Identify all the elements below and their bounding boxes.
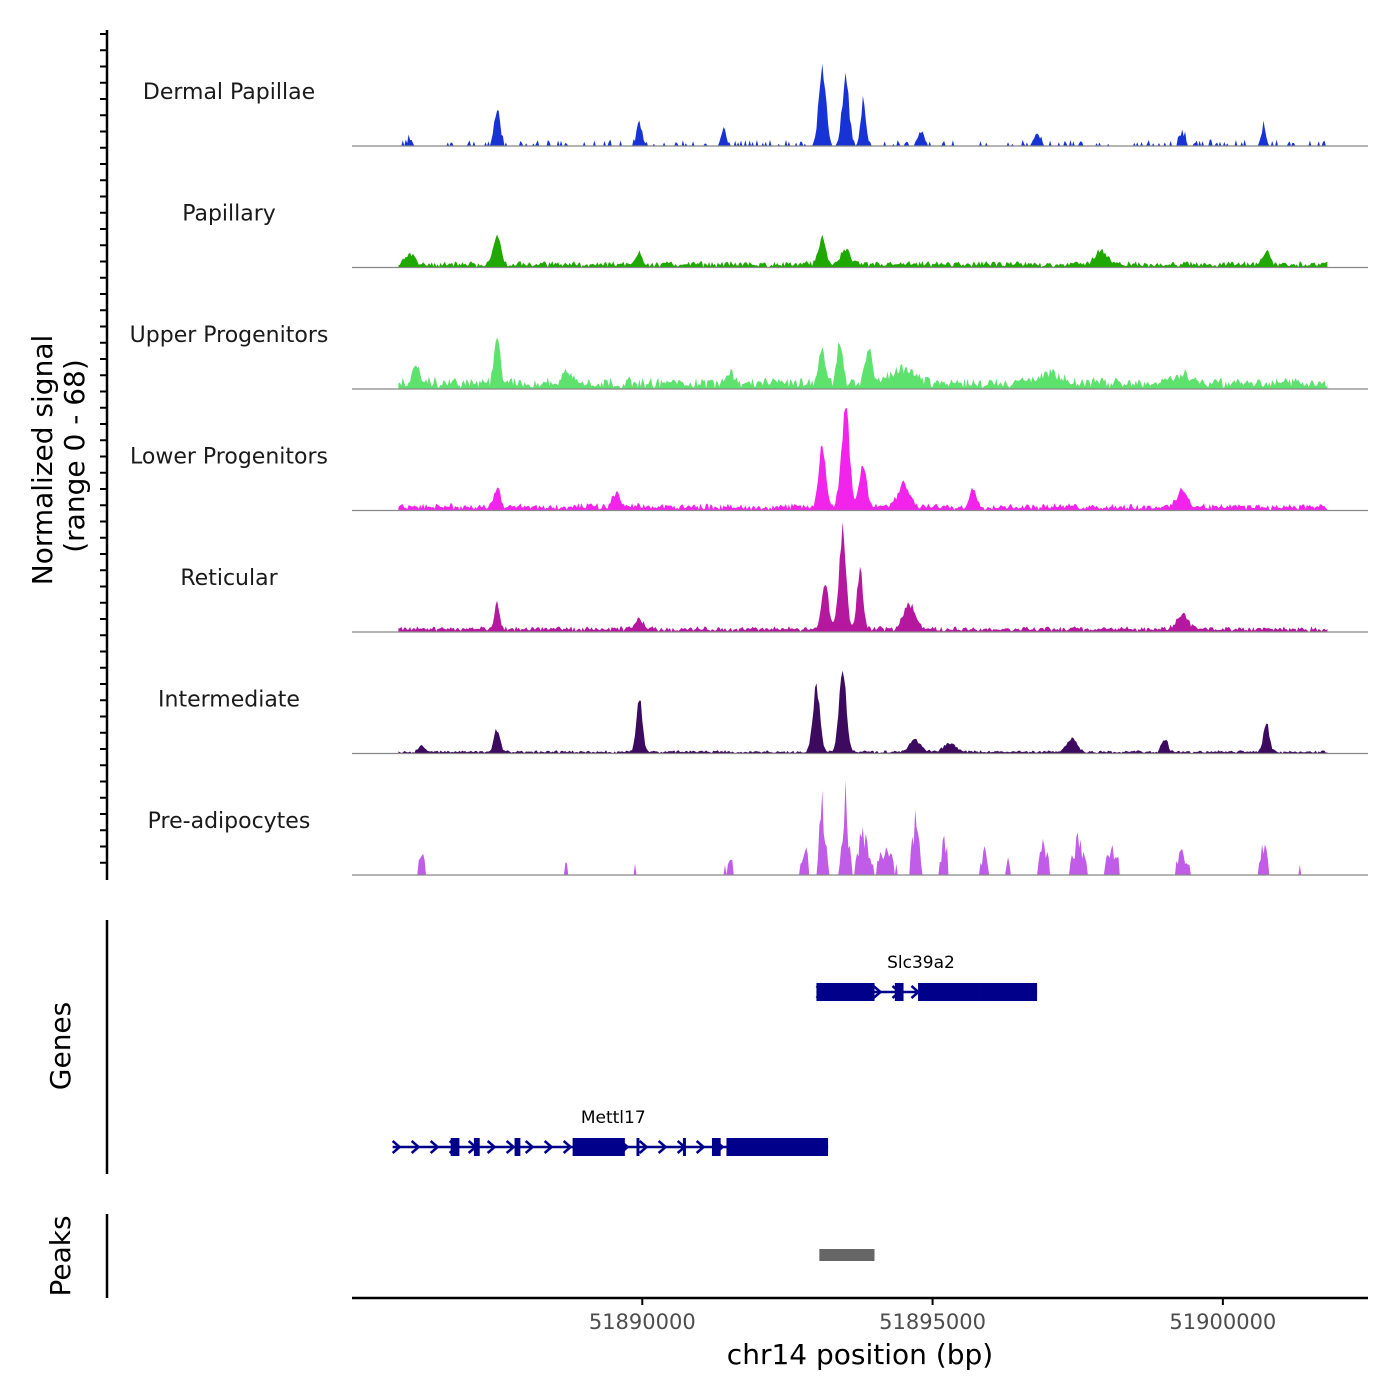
gene-label: Slc39a2	[887, 953, 955, 973]
peak-regions	[819, 1249, 875, 1261]
track-upper-progenitors: Upper Progenitors	[130, 323, 1368, 390]
track-label: Dermal Papillae	[143, 80, 315, 105]
gene-strand-chevron	[543, 1140, 554, 1154]
gene-exon	[894, 983, 904, 1001]
track-label: Papillary	[182, 202, 276, 227]
track-reticular: Reticular	[180, 522, 1368, 633]
gene-strand-chevron	[872, 985, 883, 999]
track-dermal-papillae: Dermal Papillae	[143, 63, 1368, 147]
peaks-track-label: Peaks	[44, 1215, 77, 1296]
track-signal-area	[398, 408, 1328, 511]
gene-exon	[711, 1138, 721, 1156]
track-signal-area	[398, 522, 1328, 632]
gene-strand-chevron	[410, 1140, 421, 1154]
track-label: Upper Progenitors	[130, 323, 329, 348]
gene-annotations: Slc39a2 Mettl17	[391, 953, 1038, 1156]
y-axis-subtitle: (range 0 - 68)	[58, 359, 91, 553]
gene-exon	[816, 983, 875, 1001]
track-label: Lower Progenitors	[130, 445, 328, 470]
track-papillary: Papillary	[182, 202, 1368, 269]
x-tick-label: 51900000	[1169, 1310, 1276, 1334]
gene-exon	[473, 1138, 480, 1156]
gene-exon	[636, 1138, 640, 1156]
gene-strand-chevron	[562, 1140, 573, 1154]
track-label: Intermediate	[158, 688, 300, 713]
coverage-y-ticks	[100, 33, 107, 864]
gene-exon	[450, 1138, 460, 1156]
gene-exon	[514, 1138, 521, 1156]
track-label: Pre-adipocytes	[148, 809, 311, 834]
x-tick-label: 51890000	[589, 1310, 696, 1334]
gene-strand-chevron	[524, 1140, 535, 1154]
track-pre-adipocytes: Pre-adipocytes	[148, 779, 1368, 876]
gene-strand-chevron	[391, 1140, 402, 1154]
track-signal-area	[398, 63, 1328, 146]
x-axis-title: chr14 position (bp)	[727, 1338, 993, 1371]
gene-strand-chevron	[657, 1140, 668, 1154]
track-signal-area	[398, 337, 1328, 389]
gene-strand-chevron	[429, 1140, 440, 1154]
y-axis-title: Normalized signal	[26, 335, 59, 586]
gene-label: Mettl17	[581, 1108, 646, 1128]
gene-exon	[979, 983, 1038, 1001]
gene-mettl17: Mettl17	[391, 1108, 829, 1156]
genes-track-label: Genes	[44, 1002, 77, 1090]
x-tick-label: 51895000	[879, 1310, 986, 1334]
track-lower-progenitors: Lower Progenitors	[130, 408, 1368, 512]
x-axis-ticks: 51890000 51895000 51900000	[589, 1298, 1276, 1334]
gene-exon	[682, 1138, 686, 1156]
track-signal-area	[398, 234, 1328, 268]
gene-exon	[572, 1138, 625, 1156]
track-signal-area	[398, 779, 1328, 875]
gene-strand-chevron	[505, 1140, 516, 1154]
track-signal-area	[398, 670, 1328, 754]
gene-strand-chevron	[486, 1140, 497, 1154]
gene-strand-chevron	[695, 1140, 706, 1154]
gene-exon	[726, 1138, 829, 1156]
gene-strand-chevron	[638, 1140, 649, 1154]
gene-exon	[918, 983, 980, 1001]
track-label: Reticular	[180, 566, 278, 591]
peak-region	[819, 1249, 875, 1261]
track-intermediate: Intermediate	[158, 670, 1368, 755]
coverage-tracks: Dermal Papillae Papillary Upper Progenitor…	[130, 63, 1368, 876]
gene-slc39a2: Slc39a2	[815, 953, 1038, 1001]
